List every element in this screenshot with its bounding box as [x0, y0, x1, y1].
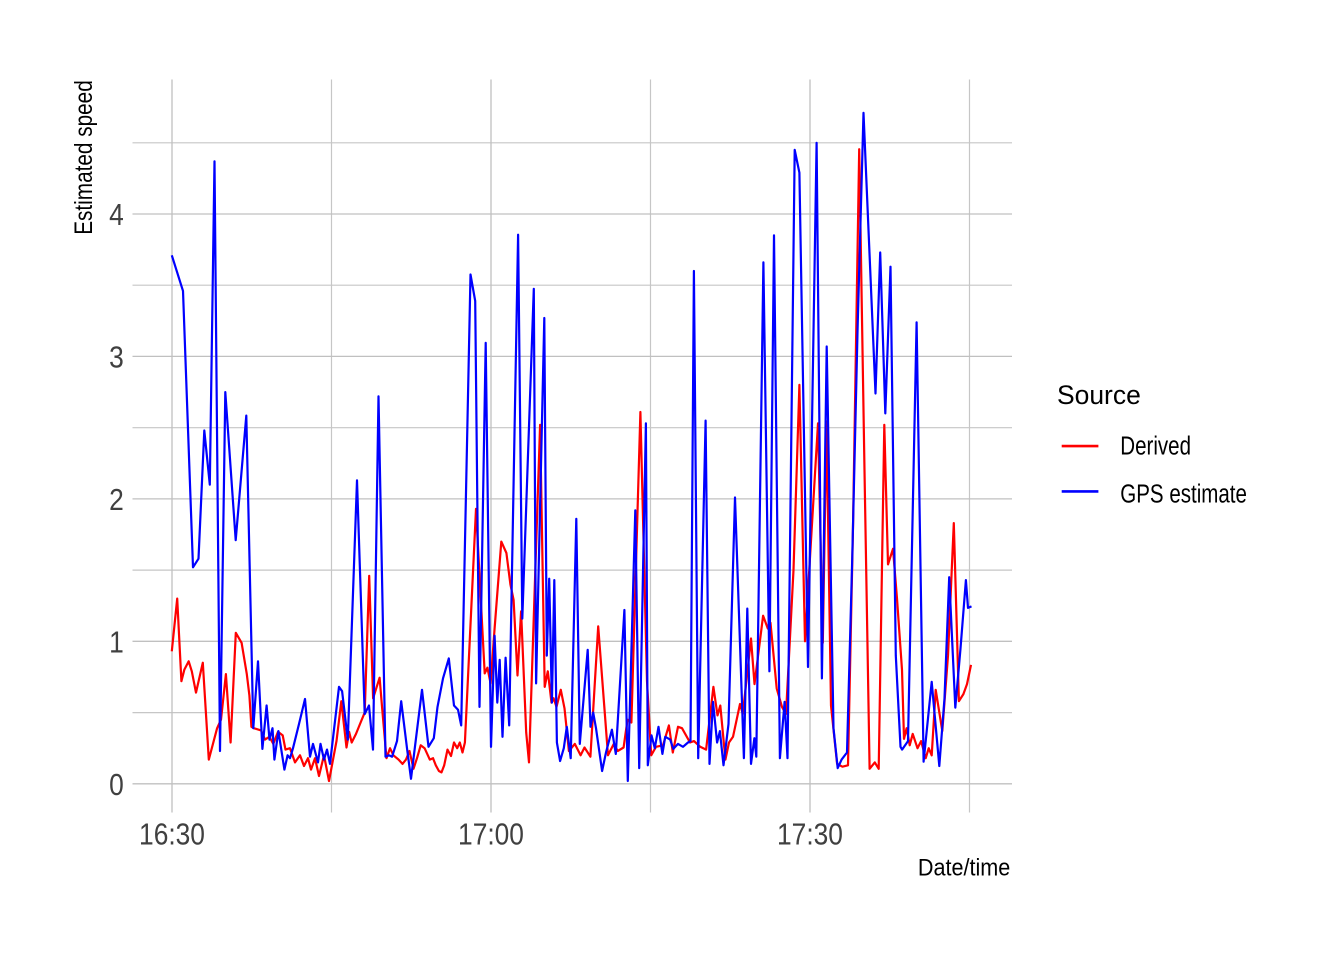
svg-text:2: 2 [109, 483, 124, 517]
svg-text:1: 1 [109, 626, 124, 660]
svg-text:Estimated speed: Estimated speed [69, 80, 97, 235]
svg-text:0: 0 [109, 768, 124, 802]
svg-text:GPS estimate: GPS estimate [1120, 479, 1247, 508]
svg-text:4: 4 [109, 198, 124, 232]
svg-text:Derived: Derived [1120, 431, 1191, 460]
svg-text:Date/time: Date/time [918, 854, 1010, 881]
svg-text:17:30: 17:30 [777, 817, 843, 851]
svg-text:16:30: 16:30 [139, 817, 205, 851]
svg-text:3: 3 [109, 341, 124, 375]
svg-text:Source: Source [1057, 380, 1141, 410]
svg-text:17:00: 17:00 [458, 817, 524, 851]
